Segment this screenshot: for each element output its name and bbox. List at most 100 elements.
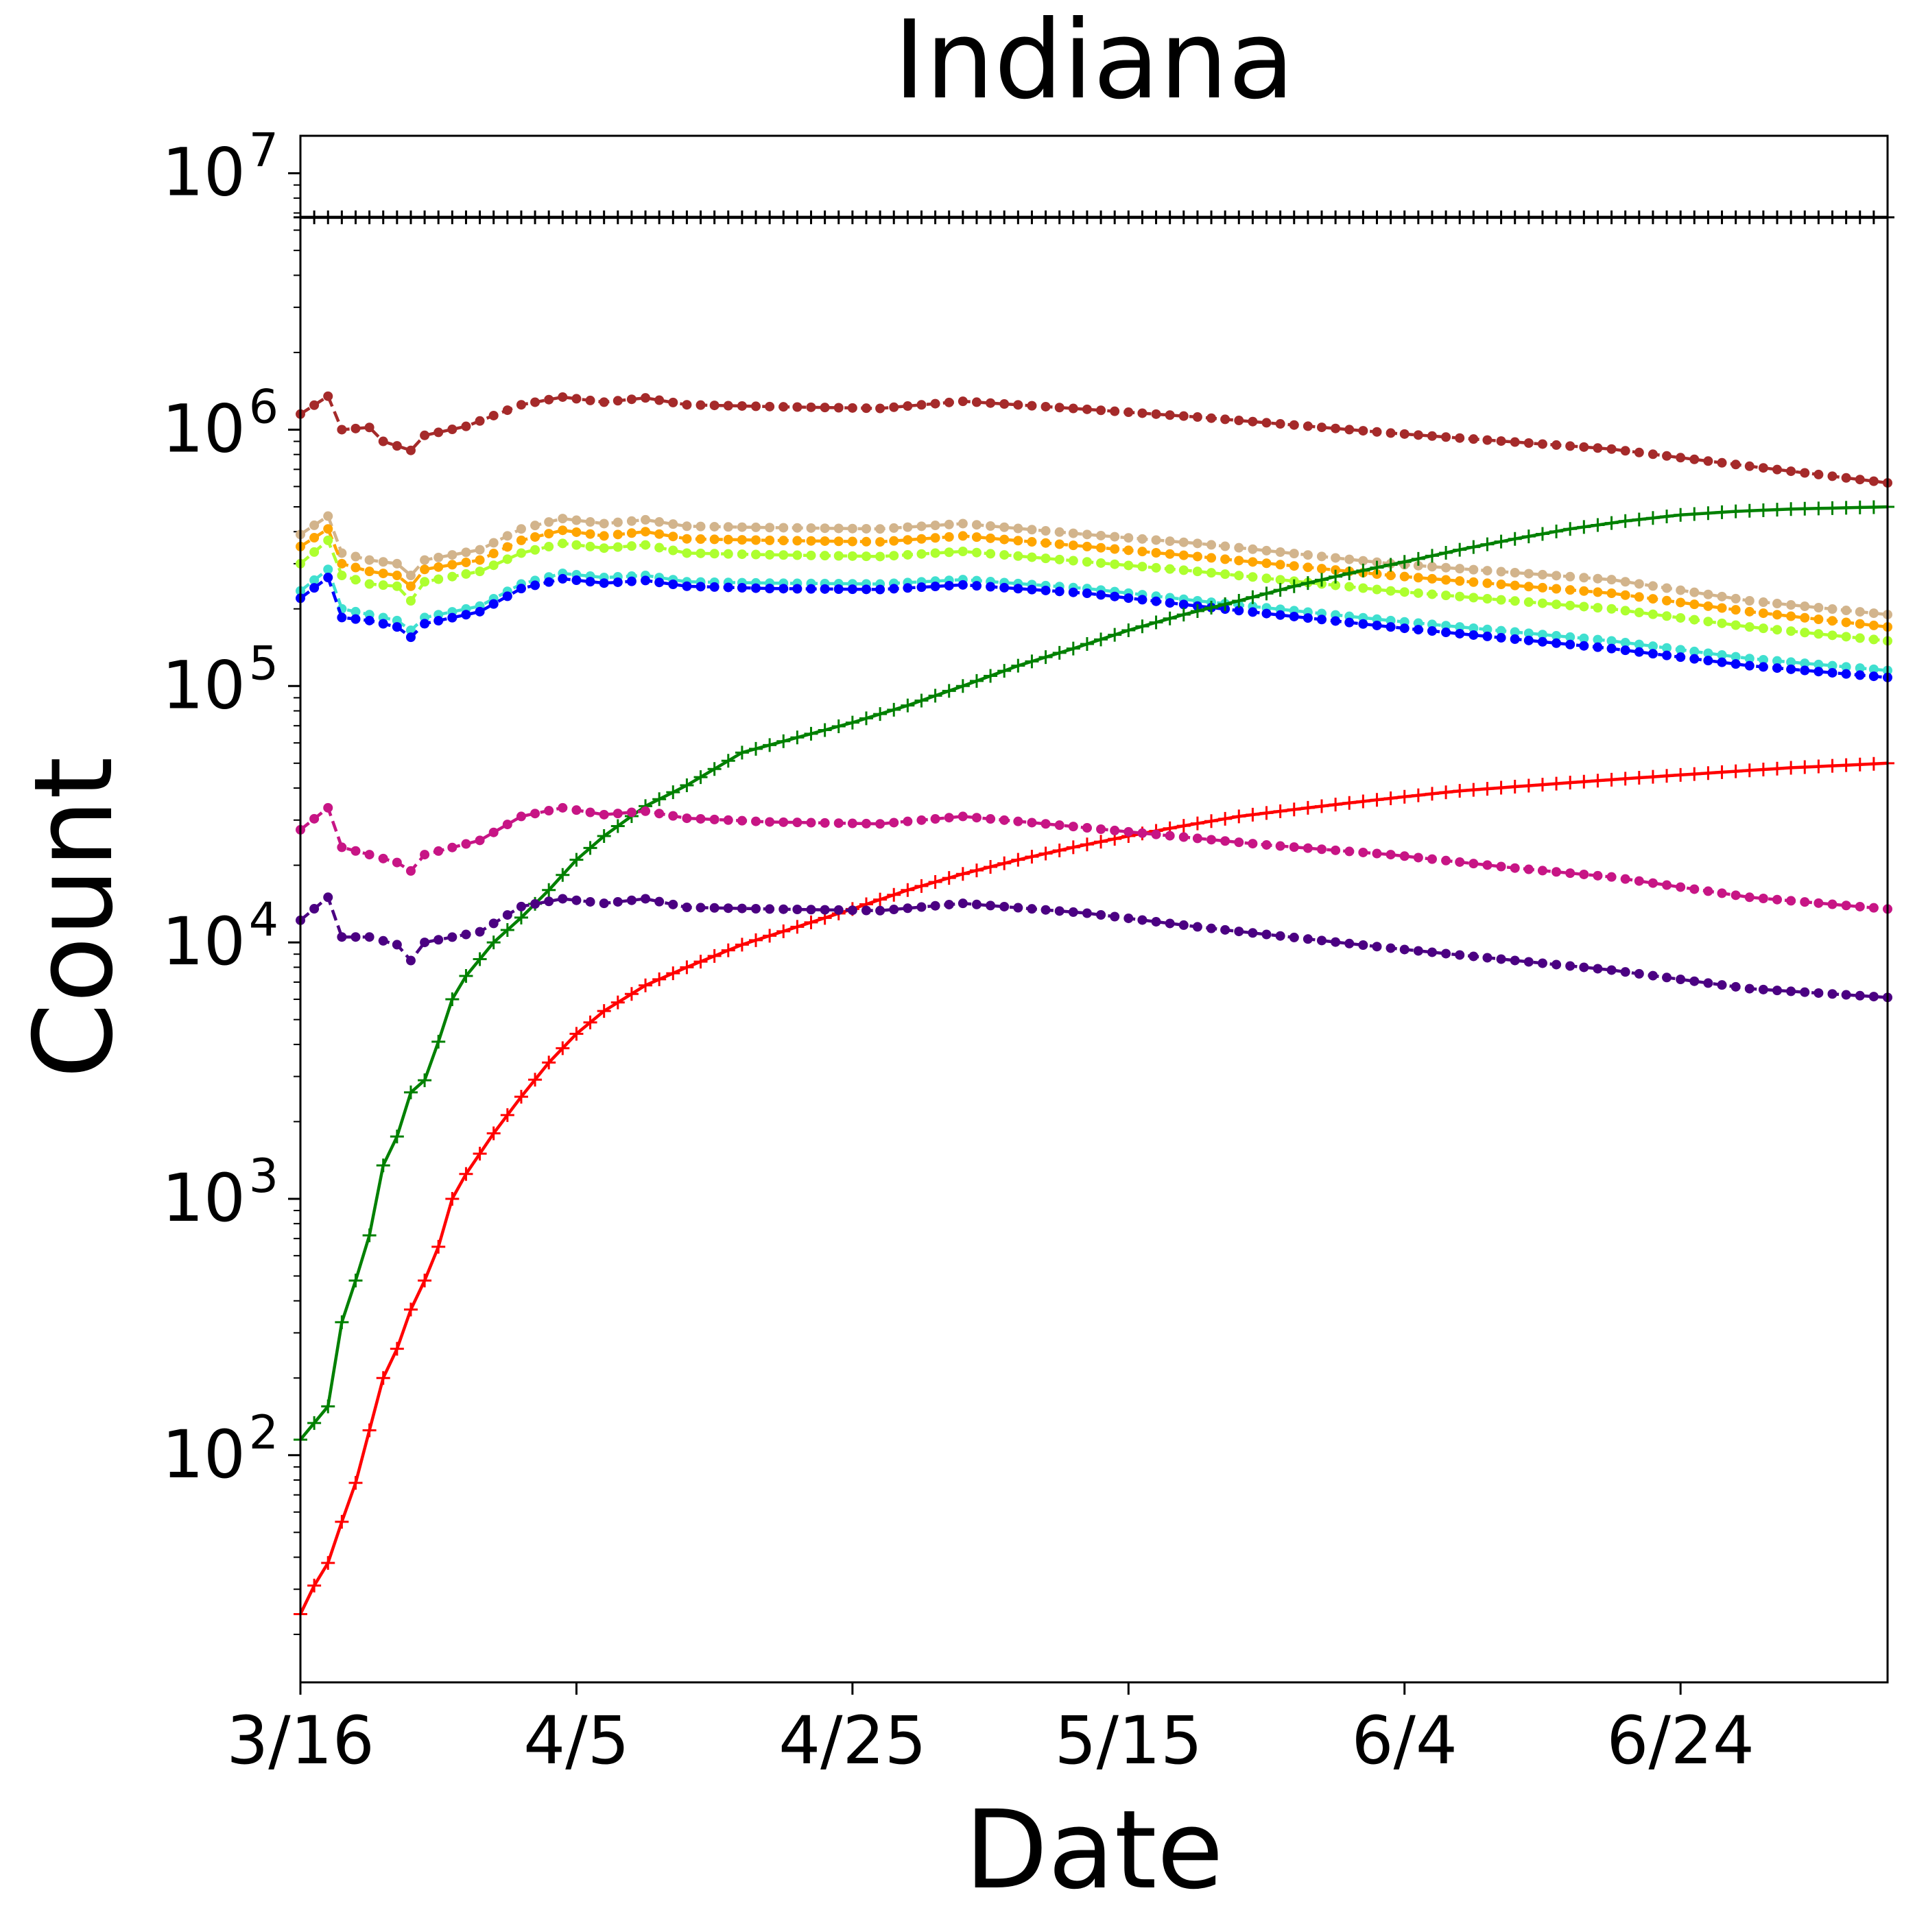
data-point	[1634, 608, 1644, 618]
data-point	[971, 813, 982, 823]
data-point	[1372, 848, 1382, 859]
data-point	[1591, 518, 1605, 532]
data-point	[792, 550, 802, 560]
data-point	[1494, 210, 1508, 224]
data-point	[1356, 563, 1370, 577]
data-point	[1385, 943, 1396, 953]
data-point	[969, 210, 984, 224]
data-point	[1151, 562, 1161, 573]
data-point	[1800, 665, 1810, 676]
data-point	[1123, 593, 1134, 604]
data-point	[1372, 427, 1382, 437]
data-point	[709, 401, 719, 411]
data-point	[1054, 527, 1064, 537]
data-point	[1717, 980, 1727, 990]
data-point	[1728, 210, 1743, 224]
data-point	[420, 619, 430, 629]
data-point	[1206, 553, 1217, 563]
data-point	[530, 899, 540, 909]
data-point	[1813, 469, 1824, 479]
data-point	[1317, 844, 1327, 855]
data-point	[1385, 428, 1396, 438]
data-point	[709, 521, 719, 532]
data-point	[792, 402, 802, 412]
data-point	[1329, 210, 1343, 224]
data-point	[682, 548, 692, 558]
data-point	[903, 535, 913, 545]
data-point	[833, 523, 844, 534]
data-point	[364, 932, 374, 942]
data-point	[1413, 573, 1423, 583]
data-point	[447, 612, 457, 623]
data-point	[1329, 569, 1343, 584]
data-point	[378, 436, 388, 446]
data-point	[1687, 507, 1702, 521]
data-point	[641, 540, 651, 550]
data-point	[1455, 950, 1465, 960]
data-point	[1123, 913, 1134, 923]
data-point	[984, 210, 998, 224]
data-point	[1730, 605, 1741, 615]
data-point	[1303, 562, 1313, 573]
data-point	[1496, 861, 1506, 872]
data-point	[1204, 601, 1219, 615]
data-point	[376, 210, 390, 224]
data-point	[1220, 569, 1230, 580]
data-point	[845, 715, 859, 730]
data-point	[350, 423, 361, 433]
data-point	[654, 896, 665, 907]
data-point	[1096, 558, 1106, 568]
data-point	[420, 577, 430, 587]
data-point	[475, 927, 485, 937]
data-point	[1218, 210, 1233, 224]
data-point	[1287, 210, 1301, 224]
data-point	[1232, 809, 1246, 824]
data-point	[1632, 512, 1646, 527]
data-point	[1510, 596, 1520, 606]
data-point	[1427, 589, 1437, 599]
data-point	[1606, 575, 1617, 585]
data-point	[1758, 623, 1768, 634]
data-point	[1441, 562, 1451, 573]
data-point	[1082, 404, 1092, 414]
data-point	[1289, 842, 1299, 852]
data-point	[1192, 833, 1202, 844]
data-point	[1730, 652, 1741, 662]
data-point	[1604, 210, 1619, 224]
data-point	[420, 938, 430, 948]
data-point	[1123, 407, 1134, 418]
data-point	[1510, 627, 1520, 637]
data-point	[378, 935, 388, 946]
data-point	[1813, 629, 1824, 639]
data-point	[1717, 603, 1727, 613]
data-point	[639, 978, 653, 992]
data-point	[944, 532, 954, 542]
data-point	[1261, 573, 1272, 584]
x-axis-label: Date	[964, 1787, 1224, 1913]
data-point	[433, 935, 444, 945]
series-3	[296, 524, 1892, 632]
data-point	[986, 814, 996, 824]
data-point	[833, 818, 844, 828]
data-point	[986, 521, 996, 531]
data-point	[1287, 802, 1301, 817]
data-point	[1772, 663, 1783, 673]
data-point	[1054, 403, 1064, 413]
data-point	[820, 403, 830, 413]
data-point	[707, 762, 722, 776]
data-point	[1068, 403, 1078, 414]
data-point	[873, 892, 888, 907]
data-point	[1510, 567, 1520, 577]
data-point	[1027, 552, 1037, 562]
data-point	[1703, 648, 1713, 658]
data-point	[323, 564, 333, 575]
data-point	[958, 396, 968, 407]
data-point	[1096, 590, 1106, 600]
data-point	[1080, 636, 1094, 651]
data-point	[1165, 536, 1175, 547]
y-tick-label-exponent: 4	[249, 893, 278, 947]
data-point	[1772, 610, 1783, 620]
data-point	[751, 522, 761, 532]
data-point	[1427, 626, 1437, 636]
data-point	[942, 210, 956, 224]
